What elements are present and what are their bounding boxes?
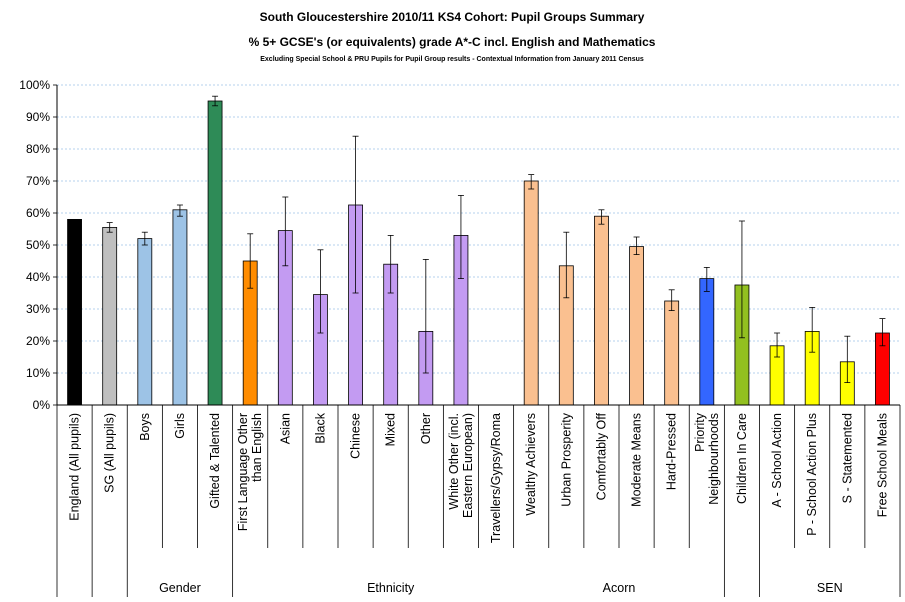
bar xyxy=(173,210,187,405)
bar xyxy=(103,227,117,405)
category-label: Gifted & Talented xyxy=(208,413,222,509)
category-label-line: Mixed xyxy=(384,413,398,446)
category-label-line: Asian xyxy=(278,413,292,444)
category-label-line: SG (All pupils) xyxy=(103,413,117,493)
category-label-line: Free School Meals xyxy=(875,413,889,517)
y-tick-label: 50% xyxy=(26,238,50,252)
y-tick-label: 30% xyxy=(26,302,50,316)
category-label: Urban Prosperity xyxy=(559,412,573,507)
y-tick-label: 70% xyxy=(26,174,50,188)
category-label-line: Priority xyxy=(693,412,707,452)
bar xyxy=(208,101,222,405)
category-label: Free School Meals xyxy=(875,413,889,517)
category-label-line: Gifted & Talented xyxy=(208,413,222,509)
category-label: A - School Action xyxy=(770,413,784,508)
category-label-line: Girls xyxy=(173,413,187,439)
y-tick-label: 10% xyxy=(26,366,50,380)
category-label: Moderate Means xyxy=(630,413,644,507)
y-tick-label: 0% xyxy=(33,398,51,412)
group-label: Gender xyxy=(159,581,201,595)
group-label: SEN xyxy=(817,581,843,595)
y-tick-label: 90% xyxy=(26,110,50,124)
category-label-line: P - School Action Plus xyxy=(805,413,819,536)
bar xyxy=(700,279,714,405)
bar xyxy=(524,181,538,405)
group-labels: Gender Ethnicity Acorn SEN xyxy=(159,581,843,595)
category-label: Boys xyxy=(138,413,152,441)
category-label: Black xyxy=(313,412,327,443)
category-label: Travellers/Gypsy/Roma xyxy=(489,413,503,543)
category-label: Girls xyxy=(173,413,187,439)
category-label: Comfortably Off xyxy=(594,412,608,500)
category-label: Mixed xyxy=(384,413,398,446)
bar xyxy=(630,247,644,405)
category-label: White Other (incl.Eastern European) xyxy=(447,413,475,518)
y-tick-label: 60% xyxy=(26,206,50,220)
y-tick-label: 80% xyxy=(26,142,50,156)
category-label: Other xyxy=(419,413,433,444)
category-label: Wealthy Achievers xyxy=(524,413,538,516)
bar xyxy=(68,219,82,405)
category-label-line: Black xyxy=(313,412,327,443)
error-bars xyxy=(107,96,886,382)
category-label: P - School Action Plus xyxy=(805,413,819,536)
category-label: England (All pupils) xyxy=(68,413,82,521)
category-label-line: Moderate Means xyxy=(630,413,644,507)
category-label-line: Comfortably Off xyxy=(594,412,608,500)
chart-subtitle: % 5+ GCSE's (or equivalents) grade A*-C … xyxy=(249,35,656,49)
category-label-line: Neighbourhoods xyxy=(707,413,721,505)
group-label: Acorn xyxy=(603,581,636,595)
category-label-line: Wealthy Achievers xyxy=(524,413,538,516)
category-label-line: Urban Prosperity xyxy=(559,412,573,507)
chart-title: South Gloucestershire 2010/11 KS4 Cohort… xyxy=(260,10,645,24)
bar xyxy=(594,216,608,405)
y-tick-label: 20% xyxy=(26,334,50,348)
category-label: SG (All pupils) xyxy=(103,413,117,493)
category-label-line: Boys xyxy=(138,413,152,441)
bar xyxy=(138,239,152,405)
category-label-line: Other xyxy=(419,413,433,444)
category-label: Children In Care xyxy=(735,413,749,504)
category-label: Hard-Pressed xyxy=(665,413,679,490)
bars xyxy=(68,101,890,405)
category-label: Asian xyxy=(278,413,292,444)
category-label: First Language Otherthan English xyxy=(236,413,264,531)
category-label-line: Hard-Pressed xyxy=(665,413,679,490)
category-label-line: S - Statemented xyxy=(840,413,854,503)
category-label-line: Children In Care xyxy=(735,413,749,504)
y-tick-label: 40% xyxy=(26,270,50,284)
category-label-line: A - School Action xyxy=(770,413,784,508)
category-label: PriorityNeighbourhoods xyxy=(693,412,721,504)
category-label-line: than English xyxy=(250,413,264,482)
category-label-line: Eastern European) xyxy=(461,413,475,518)
category-label-line: White Other (incl. xyxy=(447,413,461,510)
category-label: S - Statemented xyxy=(840,413,854,503)
chart-note: Excluding Special School & PRU Pupils fo… xyxy=(260,56,644,63)
bar xyxy=(665,301,679,405)
category-label-line: Travellers/Gypsy/Roma xyxy=(489,413,503,543)
group-label: Ethnicity xyxy=(367,581,415,595)
category-label-line: First Language Other xyxy=(236,413,250,531)
category-label-line: England (All pupils) xyxy=(68,413,82,521)
y-tick-label: 100% xyxy=(19,78,50,92)
category-label-line: Chinese xyxy=(349,413,363,459)
category-label: Chinese xyxy=(349,413,363,459)
